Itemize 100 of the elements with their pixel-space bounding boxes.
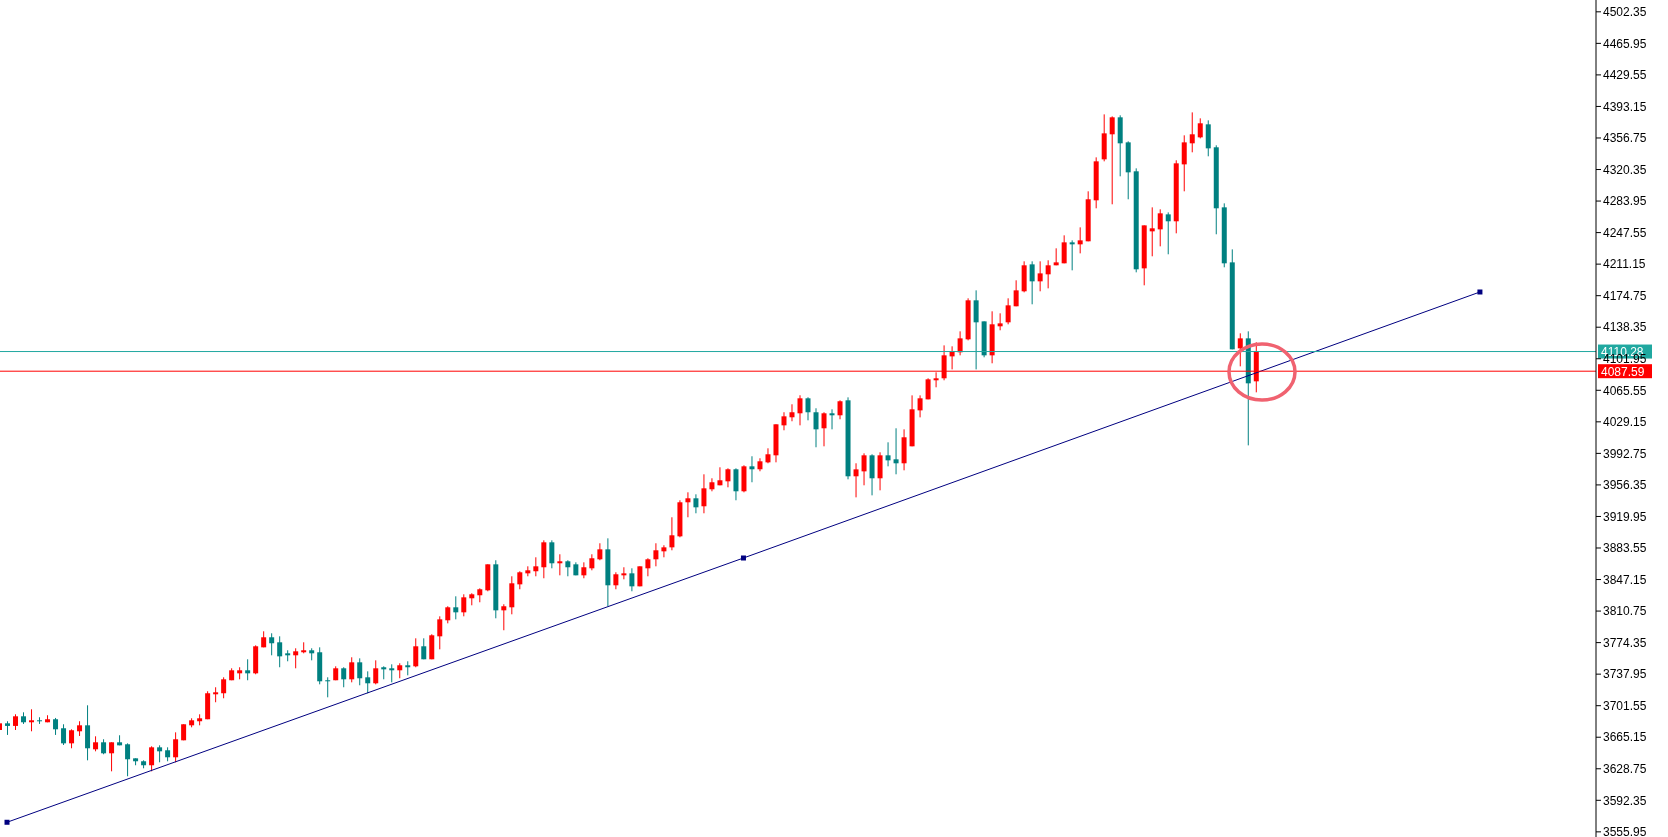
candlestick [1237,332,1243,367]
y-tick-label: 3774.35 [1603,635,1647,650]
candlestick [893,427,899,475]
candlestick [85,704,91,761]
candlestick [837,399,843,420]
candlestick [645,557,651,577]
candlestick [269,632,275,656]
y-tick-label: 4138.35 [1603,320,1647,335]
candlestick [1013,279,1019,307]
candlestick [1181,134,1187,192]
y-tick-label: 3665.15 [1603,730,1647,745]
candlestick [1045,259,1051,289]
candlestick [997,312,1003,331]
candlestick [453,595,459,620]
ref-line-label: 4087.59 [1601,364,1645,379]
candlestick [693,493,699,514]
candlestick [685,491,691,518]
candlestick [501,603,507,631]
y-tick-label: 4502.35 [1603,5,1647,20]
candlestick [853,462,859,498]
candlestick [365,670,371,694]
candlestick [245,658,251,681]
y-tick-label: 3628.75 [1603,762,1647,777]
candlestick [629,567,635,592]
candlestick [797,394,803,426]
candlestick [1157,208,1163,247]
y-tick-label: 4356.75 [1603,131,1647,146]
candlestick [277,635,283,668]
candlestick [221,676,227,699]
candlestick [1037,260,1043,292]
y-tick-label: 3701.55 [1603,698,1647,713]
candlestick [533,556,539,577]
candlestick [389,663,395,683]
y-tick-label: 3919.95 [1603,509,1647,524]
candlestick [549,539,555,569]
y-tick-label: 3810.75 [1603,604,1647,619]
y-tick-label: 4211.15 [1603,257,1646,272]
candlestick [437,615,443,650]
candlestick [341,666,347,688]
candlestick [709,477,715,492]
y-tick-label: 3847.15 [1603,572,1647,587]
candlestick [749,455,755,483]
point [4,819,10,825]
candlestick [821,411,827,447]
y-tick-label: 3992.75 [1603,446,1647,461]
candlestick [29,708,35,732]
candlestick [1165,211,1171,255]
candlestick [61,723,67,746]
candlestick [149,745,155,772]
candlestick [973,289,979,370]
y-tick-label: 3592.35 [1603,793,1647,808]
candlestick [509,575,515,615]
candlestick [1149,206,1155,257]
y-tick-label: 4247.55 [1603,225,1647,240]
candlestick [621,566,627,580]
candlestick [517,570,523,590]
candlestick [1077,226,1083,254]
candlestick [1189,111,1195,153]
candlestick [829,408,835,430]
candlestick [661,544,667,558]
candlestick [765,447,771,464]
y-tick-label: 3956.35 [1603,478,1647,493]
candlestick [557,553,563,576]
candlestick [357,657,363,686]
y-tick-label: 4465.95 [1603,36,1647,51]
candlestick [701,473,707,514]
candlestick [725,467,731,488]
y-tick-label: 3737.95 [1603,667,1647,682]
candlestick [1029,260,1035,305]
candlestick [373,659,379,685]
y-tick-label: 3883.55 [1603,541,1647,556]
y-tick-label: 4320.35 [1603,162,1647,177]
candlestick [917,394,923,418]
candlestick [125,742,131,777]
candlestick [1069,239,1075,271]
candlestick [869,453,875,496]
candlestick [733,467,739,501]
candlestick [669,516,675,551]
y-tick-label: 4393.15 [1603,99,1647,114]
candlestick [805,396,811,421]
y-tick-label: 3555.95 [1603,825,1647,837]
candlestick [461,593,467,617]
candlestick [69,728,75,749]
candlestick [1109,115,1115,205]
candlestick [1205,119,1211,157]
candlestick [813,407,819,448]
candlestick [413,637,419,668]
candlestick [429,633,435,660]
y-tick-label: 4029.15 [1603,415,1647,430]
candlestick [349,656,355,683]
y-tick-label: 4429.55 [1603,68,1647,83]
candlestick [1005,297,1011,325]
candlestick [957,330,963,356]
point [740,555,746,561]
candlestick [109,741,115,772]
y-tick-label: 4174.75 [1603,288,1647,303]
candlestick [789,403,795,422]
candlestick [781,411,787,431]
candlestick [325,676,331,698]
candlestick [1061,234,1067,264]
